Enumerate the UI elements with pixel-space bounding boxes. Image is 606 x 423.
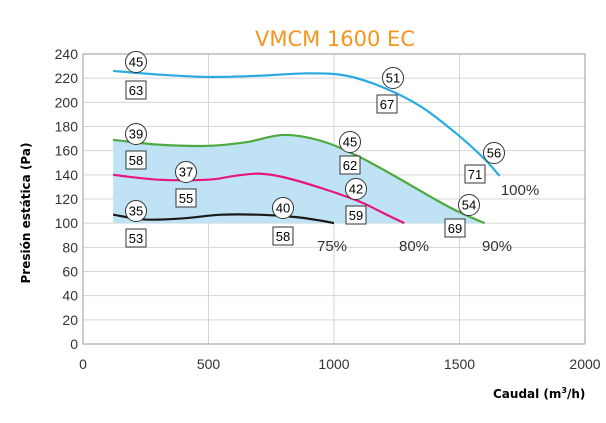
series-label-90pct: 90% [482, 238, 512, 255]
annotation-circle-value: 54 [462, 198, 476, 213]
annotation-box [339, 155, 361, 175]
annotation-circle [345, 178, 367, 200]
series-label-75pct: 75% [317, 238, 347, 255]
annotation-box-value: 71 [468, 167, 482, 182]
annotation-box [125, 80, 147, 100]
series-line-75pct [112, 213, 335, 225]
annotation-circle [175, 161, 197, 183]
y-tick-label: 100 [55, 215, 79, 231]
x-axis-label: Caudal (m3/h) [493, 386, 585, 401]
annotation-box-value: 62 [343, 158, 357, 173]
annotation-circle-value: 56 [487, 146, 501, 161]
annotation-box-value: 67 [380, 97, 394, 112]
annotation-box [345, 205, 367, 225]
annotation-box [464, 164, 486, 184]
annotation-box-value: 59 [349, 208, 363, 223]
y-tick-label: 60 [62, 264, 78, 280]
y-axis-label: Presión estática (Pa) [19, 143, 33, 284]
shaded-region [113, 134, 485, 224]
series-line-90pct [113, 133, 486, 225]
chart-title: VMCM 1600 EC [255, 27, 415, 51]
annotation-circle [125, 200, 147, 222]
annotation-circle [382, 67, 404, 89]
annotation-box-value: 53 [129, 231, 143, 246]
x-axis-label-end: /h) [567, 387, 585, 401]
annotation-circle-value: 45 [343, 135, 357, 150]
annotation-circle-value: 37 [179, 165, 193, 180]
annotation-circle [272, 197, 294, 219]
y-tick-label: 0 [70, 336, 78, 352]
annotation-circle [483, 142, 505, 164]
x-axis-label-sup: 3 [561, 386, 567, 395]
x-tick-label: 0 [79, 356, 87, 372]
annotation-circle-value: 35 [129, 204, 143, 219]
annotation-circle-value: 45 [129, 55, 143, 70]
y-tick-label: 220 [55, 70, 79, 86]
annotation-circle [458, 194, 480, 216]
annotation-box-value: 58 [129, 153, 143, 168]
annotation-box-value: 55 [179, 191, 193, 206]
y-tick-labels: 0 20 40 60 80 100 120 140 160 180 200 220 240 [55, 46, 79, 352]
annotation-circle [125, 123, 147, 145]
x-tick-label: 500 [197, 356, 221, 372]
annotation-circle-value: 42 [349, 182, 363, 197]
y-tick-label: 200 [55, 94, 79, 110]
series-labels: 100% 90% 80% 75% [317, 182, 539, 255]
y-tick-label: 20 [62, 312, 78, 328]
annotation-box [376, 94, 398, 114]
annotation-box-value: 69 [448, 221, 462, 236]
y-tick-label: 80 [62, 239, 78, 255]
x-axis-label-main: Caudal (m [493, 387, 561, 401]
y-tick-label: 240 [55, 46, 79, 62]
series-line-100pct [113, 69, 501, 177]
annotation-box [125, 228, 147, 248]
y-tick-label: 160 [55, 143, 79, 159]
annotation-circle [125, 51, 147, 73]
shaded-region-layer [113, 134, 485, 224]
annotation-box [125, 150, 147, 170]
x-tick-label: 2000 [569, 356, 600, 372]
x-tick-labels: 0 500 1000 1500 2000 [79, 356, 601, 372]
y-tick-label: 140 [55, 167, 79, 183]
annotation-box [272, 226, 294, 246]
y-tick-label: 40 [62, 288, 78, 304]
annotation-box-value: 63 [129, 83, 143, 98]
y-tick-label: 120 [55, 191, 79, 207]
annotation-circle-value: 51 [386, 71, 400, 86]
annotation-box [175, 188, 197, 208]
annotation-layer: 45 39 37 35 51 45 42 40 56 54 63 58 55 53 67 62 59 58 71 69 [125, 51, 505, 248]
x-tick-label: 1500 [444, 356, 475, 372]
series-label-100pct: 100% [501, 182, 539, 199]
annotation-circle-value: 39 [129, 127, 143, 142]
y-tick-label: 180 [55, 119, 79, 135]
plot-frame [82, 53, 586, 345]
annotation-circle [339, 131, 361, 153]
series-label-80pct: 80% [399, 238, 429, 255]
x-tick-label: 1000 [318, 356, 349, 372]
annotation-box [444, 218, 466, 238]
annotation-box-value: 58 [276, 229, 290, 244]
annotation-circle-value: 40 [276, 201, 290, 216]
